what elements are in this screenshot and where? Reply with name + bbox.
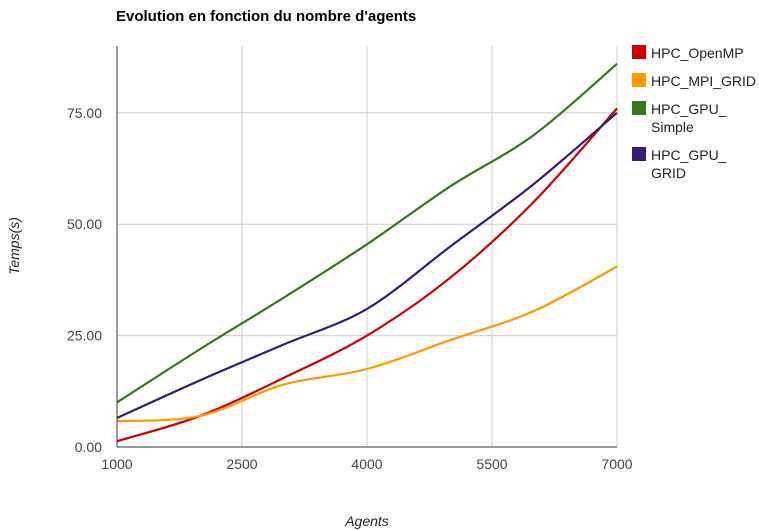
x-axis-title: Agents [344,513,389,529]
x-tick-label: 4000 [351,456,382,472]
y-tick-label: 25.00 [67,328,102,344]
legend-label: HPC_OpenMP [651,45,744,61]
series-line-hpc-gpu-grid [116,111,618,420]
legend-label: Simple [651,119,694,135]
legend-item-hpc-gpu-grid[interactable]: HPC_GPU_ GRID [632,147,727,181]
legend-label: HPC_MPI_GRID [651,73,756,89]
chart-title: Evolution en fonction du nombre d'agents [116,8,416,25]
legend-label: HPC_GPU_ [651,147,727,163]
y-tick-label: 75.00 [67,105,102,121]
axes [116,46,617,448]
legend-item-hpc-openmp[interactable]: HPC_OpenMP [632,45,744,61]
y-tick-label: 0.00 [75,439,102,455]
series-line-hpc-gpu-simple [116,62,618,404]
y-axis-title: Temps(s) [6,217,22,275]
legend-swatch [632,73,646,87]
legend-swatch [632,147,646,161]
x-tick-label: 1000 [101,456,132,472]
series-line-hpc-mpi-grid [116,265,618,423]
legend-label: HPC_GPU_ [651,101,727,117]
legend-item-hpc-mpi-grid[interactable]: HPC_MPI_GRID [632,73,756,89]
legend-label: GRID [651,165,686,181]
series-lines [116,62,618,443]
y-tick-label: 50.00 [67,216,102,232]
tick-labels: 1000 2500 4000 5500 7000 0.00 25.00 50.00 75.00 [67,105,633,472]
x-tick-label: 7000 [601,456,632,472]
legend-swatch [632,101,646,115]
x-tick-label: 2500 [226,456,257,472]
legend-swatch [632,45,646,59]
legend[interactable]: HPC_OpenMPHPC_MPI_GRIDHPC_GPU_SimpleHPC_… [632,45,756,181]
grid [117,46,618,447]
x-tick-label: 5500 [476,456,507,472]
legend-item-hpc-gpu-simple[interactable]: HPC_GPU_ Simple [632,101,727,135]
